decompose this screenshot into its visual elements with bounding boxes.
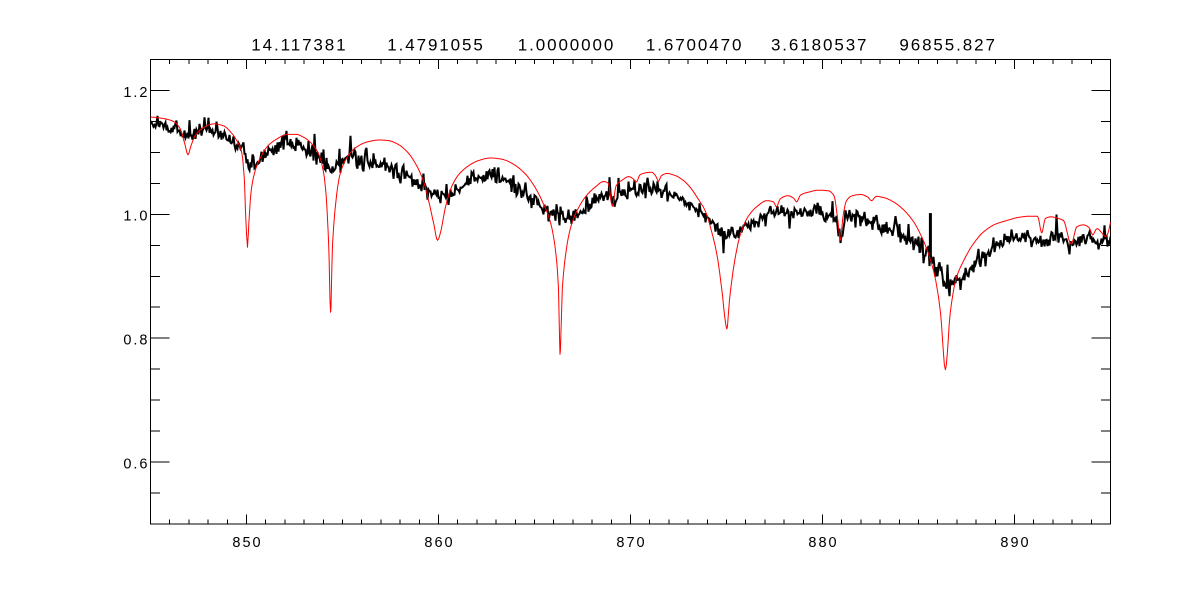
svg-text:14.117381: 14.117381	[251, 35, 347, 54]
svg-text:1.0: 1.0	[123, 209, 149, 225]
svg-text:3.6180537: 3.6180537	[771, 35, 868, 54]
svg-text:1.4791055: 1.4791055	[387, 35, 484, 54]
svg-text:1.6700470: 1.6700470	[646, 35, 743, 54]
svg-text:880: 880	[808, 535, 838, 551]
svg-text:850: 850	[232, 535, 262, 551]
svg-text:1.0000000: 1.0000000	[518, 35, 615, 54]
svg-text:96855.827: 96855.827	[899, 35, 996, 54]
svg-text:890: 890	[1000, 535, 1030, 551]
svg-text:860: 860	[424, 535, 454, 551]
svg-text:1.2: 1.2	[123, 85, 149, 101]
svg-text:0.8: 0.8	[123, 333, 149, 349]
svg-text:870: 870	[616, 535, 646, 551]
svg-text:0.6: 0.6	[123, 456, 149, 472]
